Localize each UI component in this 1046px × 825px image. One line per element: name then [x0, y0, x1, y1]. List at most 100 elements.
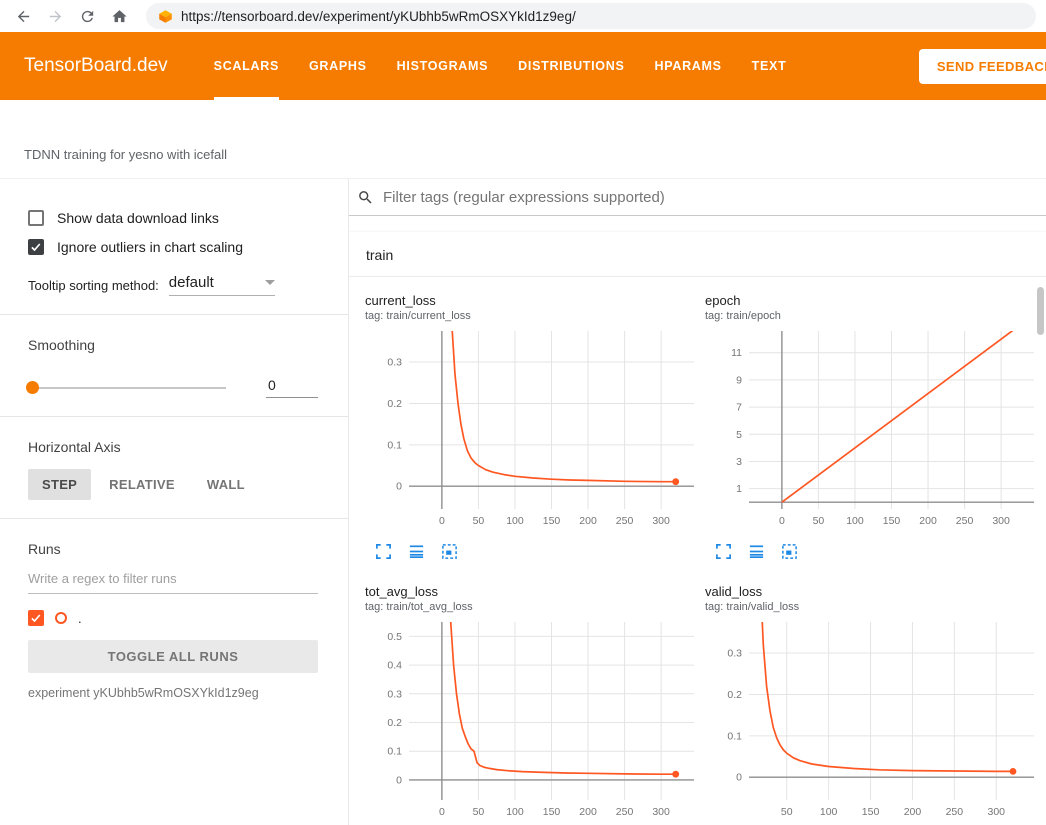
- check-icon: [30, 612, 42, 624]
- experiment-id-caption: experiment yKUbhb5wRmOSXYkId1z9eg: [28, 686, 318, 700]
- log-scale-icon[interactable]: [748, 543, 765, 560]
- url-text[interactable]: https://tensorboard.dev/experiment/yKUbh…: [181, 9, 576, 24]
- check-icon: [30, 241, 42, 253]
- tab-distributions[interactable]: DISTRIBUTIONS: [518, 32, 624, 100]
- svg-text:3: 3: [736, 456, 742, 468]
- svg-text:200: 200: [919, 515, 937, 527]
- axis-wall-button[interactable]: WALL: [193, 469, 259, 500]
- back-icon[interactable]: [10, 3, 36, 29]
- send-feedback-button[interactable]: SEND FEEDBACK: [919, 49, 1046, 84]
- svg-text:250: 250: [616, 515, 634, 527]
- svg-text:200: 200: [579, 515, 597, 527]
- svg-text:150: 150: [883, 515, 901, 527]
- expand-chart-icon[interactable]: [375, 543, 392, 560]
- tag-filter-input[interactable]: [383, 189, 1046, 206]
- svg-text:150: 150: [543, 806, 561, 818]
- smoothing-label: Smoothing: [28, 337, 318, 353]
- chart-title: valid_loss: [705, 584, 1038, 599]
- divider: [0, 314, 348, 315]
- tooltip-sorting-value: default: [169, 274, 214, 291]
- run-color-swatch[interactable]: [55, 612, 67, 624]
- reload-icon[interactable]: [74, 3, 100, 29]
- tooltip-sorting-dropdown[interactable]: default: [169, 274, 275, 296]
- svg-text:0.1: 0.1: [727, 730, 742, 742]
- chart-toolbar: [715, 543, 1038, 560]
- expand-chart-icon[interactable]: [715, 543, 732, 560]
- chart-card: tot_avg_loss tag: train/tot_avg_loss 00.…: [361, 584, 698, 825]
- axis-step-button[interactable]: STEP: [28, 469, 91, 500]
- svg-text:0.1: 0.1: [387, 746, 402, 758]
- run-name: .: [78, 611, 82, 626]
- chart-toolbar: [375, 543, 698, 560]
- run-checkbox[interactable]: [28, 610, 44, 626]
- tab-histograms[interactable]: HISTOGRAMS: [397, 32, 489, 100]
- toggle-all-runs-button[interactable]: TOGGLE ALL RUNS: [28, 640, 318, 673]
- tooltip-sorting-label: Tooltip sorting method:: [28, 278, 159, 293]
- forward-icon[interactable]: [42, 3, 68, 29]
- run-list-item: .: [28, 610, 318, 626]
- runs-filter-input[interactable]: [28, 571, 318, 594]
- runs-label: Runs: [28, 541, 318, 557]
- home-icon[interactable]: [106, 3, 132, 29]
- vertical-scrollbar[interactable]: [1037, 287, 1044, 335]
- svg-text:0.2: 0.2: [387, 398, 402, 410]
- ignore-outliers-label: Ignore outliers in chart scaling: [57, 239, 243, 255]
- chart-card: epoch tag: train/epoch 13579110501001502…: [701, 293, 1038, 560]
- horizontal-axis-group: STEP RELATIVE WALL: [28, 469, 318, 500]
- divider: [0, 416, 348, 417]
- svg-text:0: 0: [779, 515, 785, 527]
- divider: [0, 518, 348, 519]
- smoothing-slider[interactable]: [28, 387, 226, 389]
- smoothing-slider-thumb[interactable]: [26, 381, 39, 394]
- chart-title: current_loss: [365, 293, 698, 308]
- svg-text:0.3: 0.3: [727, 648, 742, 660]
- line-chart[interactable]: 00.10.20.350100150200250300: [701, 616, 1038, 825]
- line-chart[interactable]: 1357911050100150200250300: [701, 325, 1038, 537]
- log-scale-icon[interactable]: [408, 543, 425, 560]
- svg-text:11: 11: [731, 347, 742, 359]
- chart-title: epoch: [705, 293, 1038, 308]
- scalars-main: train current_loss tag: train/current_lo…: [349, 179, 1046, 825]
- svg-text:250: 250: [956, 515, 974, 527]
- svg-text:0.2: 0.2: [387, 717, 402, 729]
- app-logo[interactable]: TensorBoard.dev: [24, 32, 168, 100]
- tab-scalars[interactable]: SCALARS: [214, 32, 279, 100]
- line-chart[interactable]: 00.10.20.3050100150200250300: [361, 325, 698, 537]
- horizontal-axis-label: Horizontal Axis: [28, 439, 318, 455]
- svg-text:100: 100: [506, 515, 524, 527]
- svg-text:50: 50: [473, 806, 485, 818]
- chart-tag: tag: train/tot_avg_loss: [365, 601, 698, 613]
- tag-filter-row: [349, 187, 1046, 216]
- fit-domain-icon[interactable]: [441, 543, 458, 560]
- line-chart[interactable]: 00.10.20.30.40.5050100150200250300: [361, 616, 698, 825]
- app-header: TensorBoard.dev SCALARS GRAPHS HISTOGRAM…: [0, 32, 1046, 100]
- svg-text:0: 0: [396, 774, 402, 786]
- tab-graphs[interactable]: GRAPHS: [309, 32, 367, 100]
- show-download-links-label: Show data download links: [57, 210, 219, 226]
- tab-hparams[interactable]: HPARAMS: [655, 32, 722, 100]
- svg-text:300: 300: [652, 515, 670, 527]
- show-download-links-checkbox[interactable]: [28, 210, 44, 226]
- tab-text[interactable]: TEXT: [752, 32, 787, 100]
- browser-toolbar: https://tensorboard.dev/experiment/yKUbh…: [0, 0, 1046, 32]
- svg-text:0: 0: [439, 515, 445, 527]
- svg-text:0: 0: [439, 806, 445, 818]
- svg-text:1: 1: [736, 483, 742, 495]
- svg-text:0.4: 0.4: [387, 660, 402, 672]
- svg-text:100: 100: [820, 806, 838, 818]
- svg-text:0: 0: [736, 772, 742, 784]
- ignore-outliers-checkbox[interactable]: [28, 239, 44, 255]
- svg-text:50: 50: [781, 806, 793, 818]
- search-icon: [357, 189, 374, 206]
- svg-text:0.5: 0.5: [387, 631, 402, 643]
- address-bar[interactable]: https://tensorboard.dev/experiment/yKUbh…: [146, 3, 1036, 29]
- chart-tag: tag: train/current_loss: [365, 310, 698, 322]
- smoothing-value-input[interactable]: 0: [266, 377, 318, 398]
- charts-grid: current_loss tag: train/current_loss 0 0.…: [349, 277, 1046, 825]
- tag-group-header[interactable]: train: [349, 232, 1046, 277]
- svg-text:5: 5: [736, 429, 742, 441]
- axis-relative-button[interactable]: RELATIVE: [95, 469, 189, 500]
- svg-text:100: 100: [506, 806, 524, 818]
- svg-text:50: 50: [813, 515, 825, 527]
- fit-domain-icon[interactable]: [781, 543, 798, 560]
